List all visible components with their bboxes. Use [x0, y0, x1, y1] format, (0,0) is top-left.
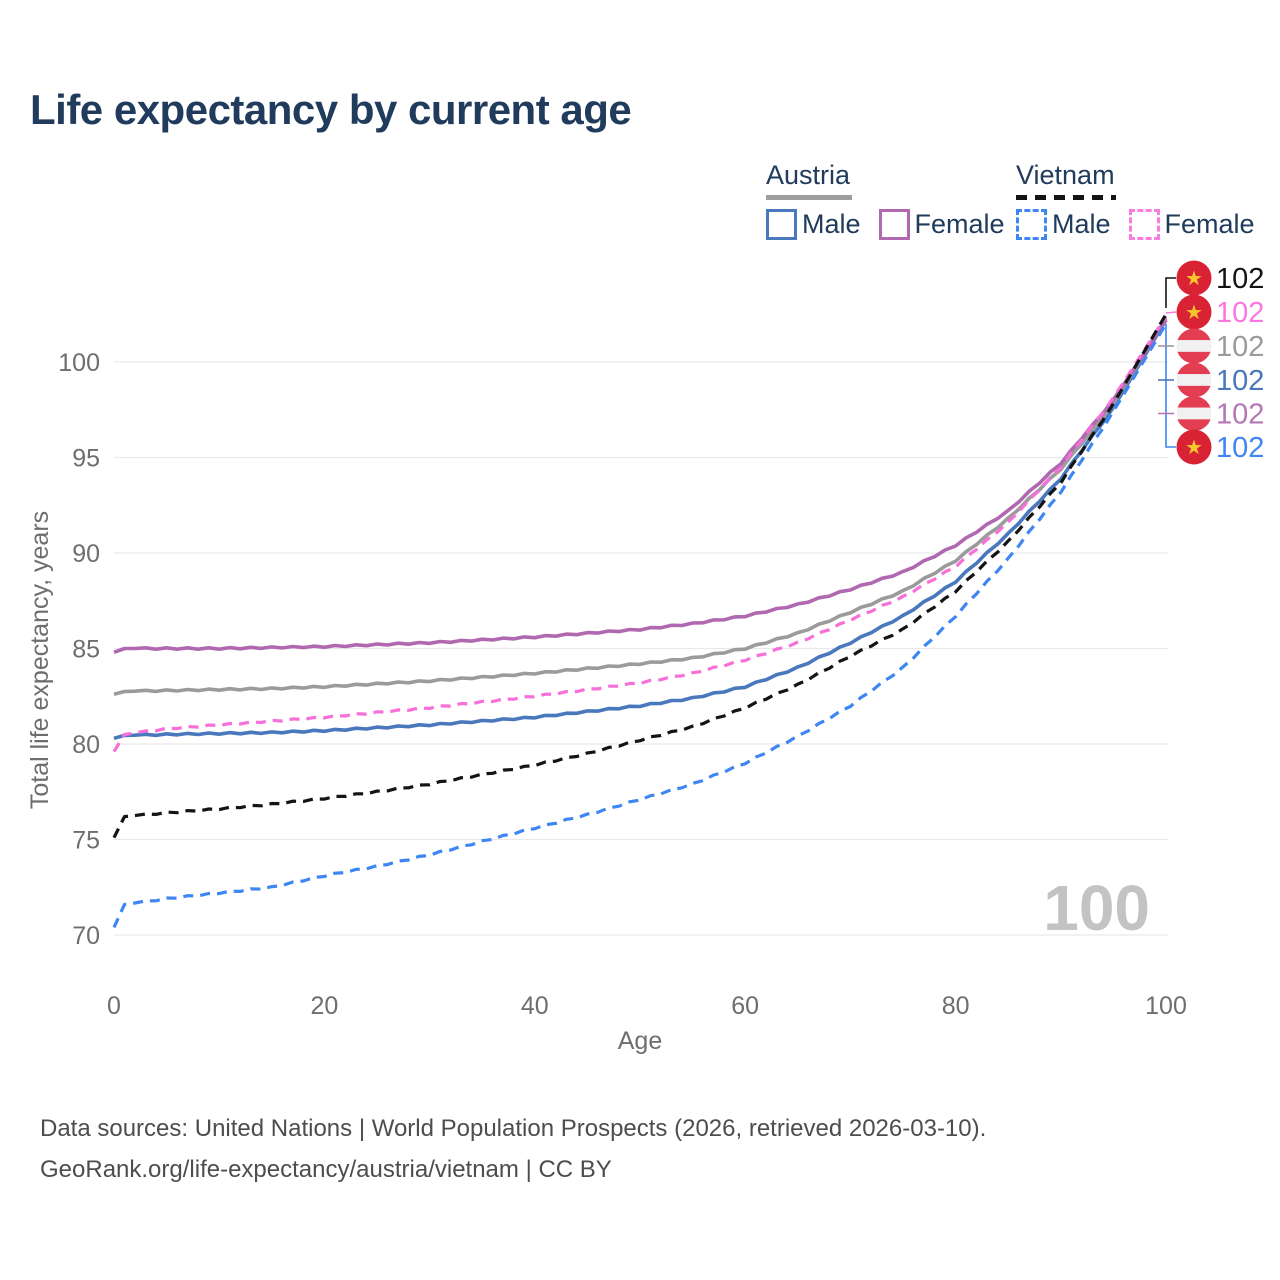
austria-flag-icon: [1176, 328, 1212, 364]
page-title: Life expectancy by current age: [30, 86, 632, 133]
x-axis-title: Age: [618, 1027, 662, 1055]
y-tick-80: 80: [72, 731, 100, 759]
legend-vietnam-header[interactable]: Vietnam: [1016, 160, 1273, 200]
end-label-vietnam-male: ★ 102: [1176, 429, 1264, 465]
x-tick-60: 60: [731, 992, 759, 1020]
end-label-value: 102: [1216, 297, 1264, 329]
y-tick-85: 85: [72, 636, 100, 664]
end-label-vietnam-total: ★ 102: [1176, 260, 1264, 296]
austria-flag-icon: [1176, 396, 1212, 431]
end-label-value: 102: [1216, 331, 1264, 363]
legend-vietnam-label: Vietnam: [1016, 160, 1115, 190]
series-line-vietnam-total[interactable]: [112, 313, 1168, 839]
x-tick-0: 0: [107, 992, 121, 1020]
legend-item-vietnam-male[interactable]: Male: [1016, 209, 1111, 240]
y-tick-75: 75: [72, 827, 100, 855]
y-axis-title: Total life expectancy, years: [26, 511, 54, 809]
vietnam-flag-icon: [1176, 294, 1212, 330]
legend-austria-male-label: Male: [802, 209, 861, 239]
austria-female-swatch-icon: [878, 209, 910, 240]
end-label-austria-male: 102: [1176, 362, 1264, 398]
x-tick-80: 80: [942, 992, 970, 1020]
age-watermark: 100: [1043, 872, 1150, 944]
x-tick-20: 20: [310, 992, 338, 1020]
series-line-vietnam-male[interactable]: [112, 322, 1168, 929]
series-line-austria-male[interactable]: [113, 319, 1168, 741]
vietnam-female-swatch-icon: [1128, 209, 1160, 240]
legend-item-vietnam-female[interactable]: Female: [1128, 209, 1255, 240]
vietnam-flag-icon: [1176, 260, 1212, 296]
legend-vietnam-male-label: Male: [1052, 209, 1111, 239]
austria-flag-icon: [1176, 362, 1212, 398]
y-tick-95: 95: [72, 445, 100, 473]
legend-austria-female-label: Female: [914, 209, 1005, 239]
vietnam-star-icon: ★: [1185, 300, 1203, 324]
series-line-austria-female[interactable]: [113, 319, 1168, 654]
legend-item-austria-female[interactable]: Female: [878, 209, 1005, 240]
x-tick-40: 40: [521, 992, 549, 1020]
vietnam-dashed-line-swatch: [1016, 195, 1116, 200]
legend-austria-label: Austria: [766, 160, 851, 190]
y-tick-90: 90: [72, 540, 100, 568]
legend-group-vietnam: Vietnam Male Female: [1016, 160, 1273, 240]
series-line-austria-total[interactable]: [113, 317, 1168, 697]
connector-vietnam-female: [1165, 311, 1177, 314]
end-label-austria-total: 102: [1176, 328, 1264, 364]
end-label-value: 102: [1216, 432, 1264, 464]
vietnam-male-swatch-icon: [1016, 209, 1047, 240]
legend-item-austria-male[interactable]: Male: [766, 209, 861, 240]
footer-attribution-link[interactable]: GeoRank.org/life-expectancy/austria/viet…: [40, 1156, 612, 1183]
end-label-vietnam-female: ★ 102: [1176, 294, 1264, 330]
footer: Data sources: United Nations | World Pop…: [40, 1108, 986, 1190]
end-label-value: 102: [1216, 263, 1264, 295]
y-tick-100: 100: [58, 349, 100, 377]
x-tick-100: 100: [1145, 992, 1187, 1020]
legend-austria-header[interactable]: Austria: [766, 160, 1023, 200]
end-label-connectors: [1158, 277, 1177, 448]
end-label-austria-female: 102: [1176, 396, 1264, 431]
vietnam-star-icon: ★: [1185, 435, 1203, 459]
connector-vietnam-male: [1165, 324, 1176, 448]
austria-male-swatch-icon: [766, 209, 797, 240]
end-label-value: 102: [1216, 399, 1264, 431]
end-label-value: 102: [1216, 365, 1264, 397]
vietnam-flag-icon: [1176, 429, 1212, 465]
vietnam-star-icon: ★: [1185, 266, 1203, 290]
connector-vietnam-total: [1165, 277, 1176, 308]
footer-data-sources: Data sources: United Nations | World Pop…: [40, 1115, 987, 1142]
y-tick-70: 70: [72, 922, 100, 950]
austria-solid-line-swatch: [766, 195, 852, 200]
legend-vietnam-female-label: Female: [1164, 209, 1255, 239]
legend-group-austria: Austria Male Female: [766, 160, 1023, 240]
